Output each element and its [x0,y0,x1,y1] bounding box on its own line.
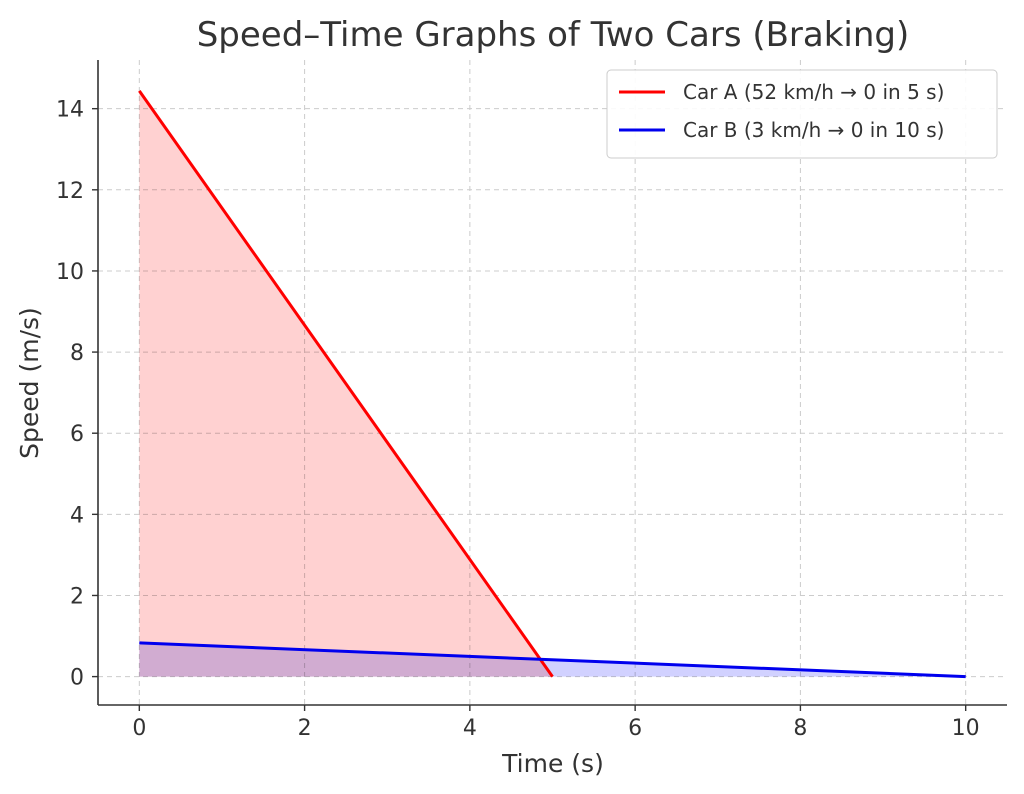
y-tick-label: 2 [70,584,84,609]
legend-label-1: Car B (3 km/h → 0 in 10 s) [683,118,944,142]
x-tick-label: 2 [298,716,312,741]
x-tick-label: 8 [793,716,807,741]
y-tick-label: 14 [56,98,84,123]
y-axis-label: Speed (m/s) [15,307,44,459]
x-tick-label: 0 [132,716,146,741]
x-tick-label: 6 [628,716,642,741]
chart-title: Speed–Time Graphs of Two Cars (Braking) [197,15,910,55]
series-line-1 [139,641,966,679]
legend-label-0: Car A (52 km/h → 0 in 5 s) [683,80,944,104]
legend-box [606,69,998,159]
axes [92,60,1007,711]
x-tick-label: 10 [952,716,980,741]
y-tick-label: 6 [70,422,84,447]
y-tick-label: 0 [70,666,84,691]
series-lines [138,89,966,679]
y-tick-label: 12 [56,179,84,204]
x-axis-label: Time (s) [501,749,604,778]
y-tick-label: 8 [70,341,84,366]
series-line-0 [138,89,554,678]
x-tick-label: 4 [463,716,477,741]
legend: Car A (52 km/h → 0 in 5 s) Car B (3 km/h … [606,69,998,159]
y-tick-label: 10 [56,260,84,285]
y-tick-label: 4 [70,503,84,528]
tick-labels: 0 2 4 6 8 10 0 2 4 6 8 10 12 14 [56,98,980,741]
